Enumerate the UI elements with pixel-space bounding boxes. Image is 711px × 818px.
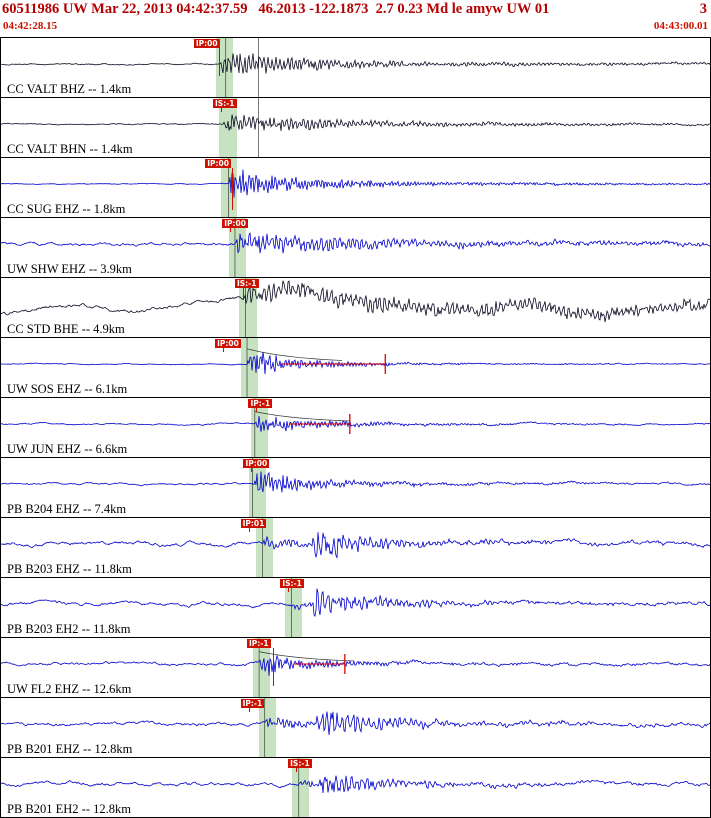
trace-label: CC VALT BHZ -- 1.4km [7, 82, 132, 96]
trace-panel: IP:-1 UW FL2 EHZ -- 12.6km [1, 638, 710, 698]
seismic-trace[interactable] [1, 351, 710, 375]
phase-window-highlight [219, 98, 238, 157]
waveform-plot[interactable] [1, 98, 710, 158]
trace-panel: IP:-1 PB B201 EHZ -- 12.8km [1, 698, 710, 758]
trace-label: CC VALT BHN -- 1.4km [7, 142, 133, 156]
seismic-trace[interactable] [1, 114, 710, 131]
seismic-trace[interactable] [1, 654, 710, 676]
phase-window-highlight [259, 698, 277, 757]
waveform-plot[interactable] [1, 518, 710, 578]
trace-panel: IP:00 PB B204 EHZ -- 7.4km [1, 458, 710, 518]
waveform-plot[interactable] [1, 698, 710, 758]
pick-time-line [223, 348, 225, 352]
pick-time-line [251, 468, 253, 472]
trace-panel: IS:-1 CC VALT BHN -- 1.4km [1, 98, 710, 158]
phase-pick-flag[interactable]: IP:00 [222, 219, 248, 228]
seismic-trace[interactable] [1, 416, 710, 432]
pick-time-line [248, 708, 250, 712]
seismic-trace[interactable] [1, 532, 710, 560]
waveform-plot[interactable] [1, 218, 710, 278]
seismic-trace[interactable] [1, 53, 710, 74]
seismic-trace[interactable] [1, 471, 710, 493]
pick-time-line [288, 588, 290, 592]
pick-time-line [272, 648, 274, 686]
trace-label: UW SOS EHZ -- 6.1km [7, 382, 128, 396]
page-number: 3 [699, 1, 707, 17]
trace-label: CC SUG EHZ -- 1.8km [7, 202, 126, 216]
trace-panel: IS:-1 PB B203 EH2 -- 11.8km [1, 578, 710, 638]
trace-label: CC STD BHE -- 4.9km [7, 322, 125, 336]
waveform-plot[interactable] [1, 578, 710, 638]
phase-pick-flag[interactable]: IS:-1 [234, 279, 259, 288]
trace-label: PB B201 EH2 -- 12.8km [7, 802, 131, 816]
phase-window-highlight [256, 518, 274, 577]
phase-window-highlight [284, 578, 302, 637]
pick-time-line [256, 408, 258, 412]
trace-panel: IP:00 UW SHW EHZ -- 3.9km [1, 218, 710, 278]
waveform-plot[interactable] [1, 398, 710, 458]
phase-pick-flag[interactable]: IP:00 [243, 459, 270, 468]
phase-window-highlight [228, 218, 246, 277]
waveform-plot[interactable] [1, 278, 710, 338]
waveform-plot[interactable] [1, 158, 710, 218]
window-start-time: 04:42:28.15 [3, 20, 58, 32]
pick-time-line [219, 48, 221, 76]
trace-label: UW JUN EHZ -- 6.6km [7, 442, 128, 456]
seismic-trace[interactable] [1, 775, 710, 794]
trace-label: PB B201 EHZ -- 12.8km [7, 742, 133, 756]
phase-pick-flag[interactable]: IS:-1 [288, 759, 312, 768]
trace-label: PB B204 EHZ -- 7.4km [7, 502, 127, 516]
window-end-time: 04:43:00.01 [653, 20, 708, 32]
event-summary-bar: 60511986 UW Mar 22, 2013 04:42:37.59 46.… [0, 0, 711, 20]
seismic-trace[interactable] [1, 711, 710, 735]
pick-time-line [296, 768, 298, 772]
phase-window-highlight [241, 338, 259, 397]
phase-pick-flag[interactable]: IP:00 [193, 39, 220, 48]
phase-pick-flag[interactable]: IP:01 [240, 519, 267, 528]
trace-panel: IS:-1 PB B201 EH2 -- 12.8km [1, 758, 710, 818]
coda-decay-curve [258, 651, 355, 662]
phase-window-highlight [292, 758, 310, 817]
trace-label: PB B203 EH2 -- 11.8km [7, 622, 131, 636]
waveform-plot[interactable] [1, 758, 710, 818]
phase-pick-flag[interactable]: IS:-1 [212, 99, 237, 108]
pick-time-line [220, 108, 222, 112]
phase-pick-flag[interactable]: IP:-1 [240, 699, 265, 708]
seismic-trace[interactable] [1, 280, 710, 323]
seismic-trace[interactable] [1, 169, 710, 198]
trace-panel-stack: IP:00 CC VALT BHZ -- 1.4km IS:-1 CC VALT… [0, 37, 711, 818]
pick-time-line [230, 228, 232, 232]
coda-decay-curve [254, 411, 351, 422]
phase-pick-flag[interactable]: IP:00 [215, 339, 241, 348]
trace-panel: IP:00 CC VALT BHZ -- 1.4km [1, 38, 710, 98]
phase-window-highlight [251, 398, 269, 457]
seismic-trace[interactable] [1, 232, 710, 254]
waveform-plot[interactable] [1, 338, 710, 398]
phase-pick-flag[interactable]: IP:-1 [247, 639, 271, 648]
pick-time-line [248, 528, 250, 532]
trace-panel: IS:-1 CC STD BHE -- 4.9km [1, 278, 710, 338]
phase-pick-flag[interactable]: IP:00 [205, 159, 231, 168]
waveform-plot[interactable] [1, 458, 710, 518]
phase-pick-flag[interactable]: IP:-1 [248, 399, 273, 408]
pick-time-line [232, 168, 234, 210]
waveform-plot[interactable] [1, 638, 710, 698]
trace-panel: IP:-1 UW JUN EHZ -- 6.6km [1, 398, 710, 458]
trace-label: PB B203 EHZ -- 11.8km [7, 562, 132, 576]
waveform-plot[interactable] [1, 38, 710, 98]
trace-label: UW SHW EHZ -- 3.9km [7, 262, 132, 276]
time-window-bar: 04:42:28.15 04:43:00.01 [0, 20, 711, 37]
seismic-trace[interactable] [1, 588, 710, 618]
trace-label: UW FL2 EHZ -- 12.6km [7, 682, 132, 696]
pick-time-line [242, 288, 244, 300]
event-summary-text: 60511986 UW Mar 22, 2013 04:42:37.59 46.… [2, 1, 550, 17]
trace-panel: IP:01 PB B203 EHZ -- 11.8km [1, 518, 710, 578]
trace-panel: IP:00 UW SOS EHZ -- 6.1km [1, 338, 710, 398]
trace-panel: IP:00 CC SUG EHZ -- 1.8km [1, 158, 710, 218]
phase-pick-flag[interactable]: IS:-1 [280, 579, 304, 588]
